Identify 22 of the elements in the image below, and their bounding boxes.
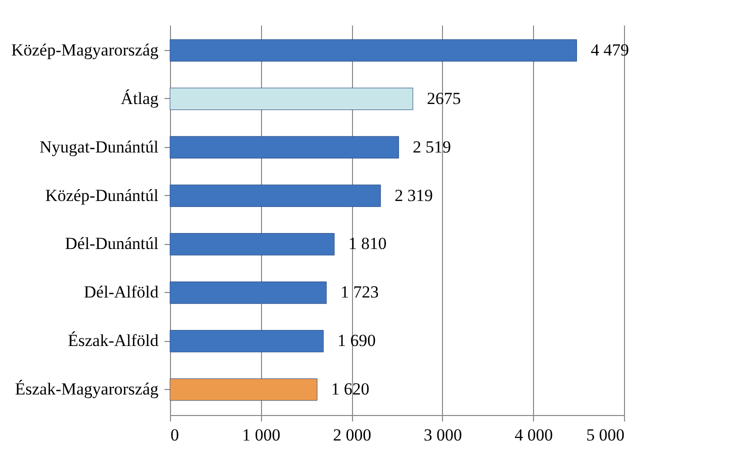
data-label: 1 810 xyxy=(348,234,387,254)
y-tick-label: Észak-Alföld xyxy=(68,331,159,350)
data-label: 2 319 xyxy=(394,186,433,205)
x-tick-label: 2 000 xyxy=(332,426,372,444)
data-label: 2675 xyxy=(426,88,461,108)
data-label: 1 620 xyxy=(331,380,370,399)
x-tick-label: 4 000 xyxy=(514,426,553,444)
data-label: 1 723 xyxy=(340,282,379,302)
y-tick-label: Dél-Dunántúl xyxy=(65,234,159,254)
y-tick-label: Nyugat-Dunántúl xyxy=(40,137,159,156)
data-label: 4 479 xyxy=(590,40,629,60)
x-tick-label: 5 000 xyxy=(586,426,624,444)
y-tick-label: Közép-Dunántúl xyxy=(45,186,159,205)
y-tick-label: Észak-Magyarország xyxy=(15,380,159,399)
x-tick-label: 3 000 xyxy=(424,426,462,444)
data-label: 2 519 xyxy=(412,137,451,156)
x-tick-label: 1 000 xyxy=(242,426,280,444)
y-tick-label: Átlag xyxy=(120,88,159,108)
y-tick-label: Közép-Magyarország xyxy=(11,40,159,60)
data-label: 1 690 xyxy=(337,331,376,350)
x-tick-label: 0 xyxy=(170,426,179,444)
y-tick-label: Dél-Alföld xyxy=(84,282,159,302)
